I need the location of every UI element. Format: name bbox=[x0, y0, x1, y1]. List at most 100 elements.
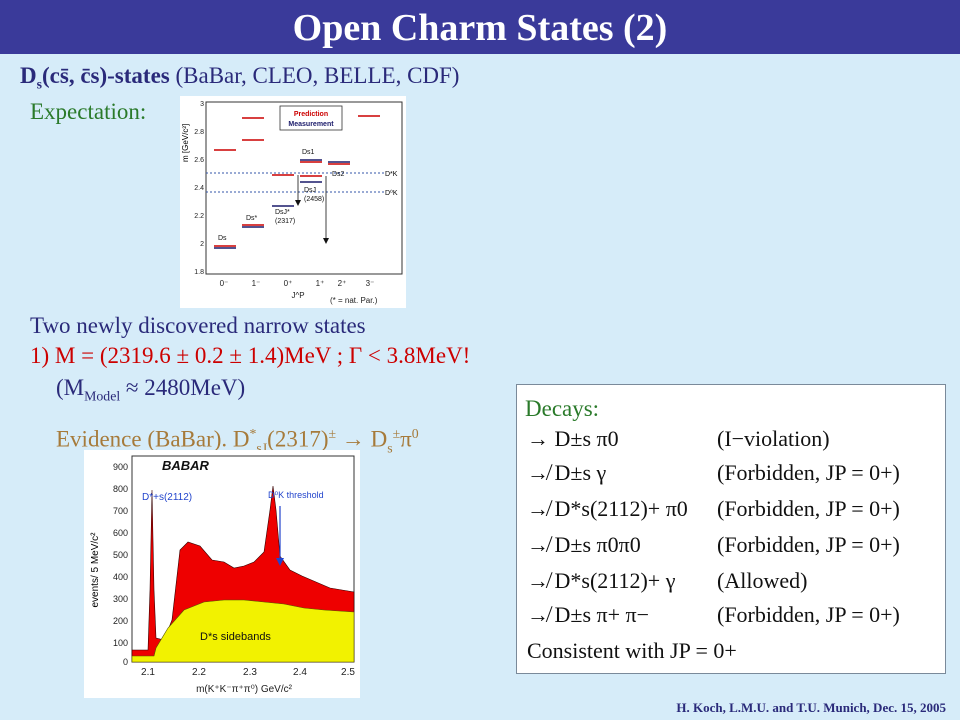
evidence-arrow: → D bbox=[336, 426, 388, 452]
decay-lhs: ↛ D±s π+ π− bbox=[527, 602, 650, 627]
y-tick: 2.2 bbox=[194, 213, 204, 220]
babar-y-tick: 100 bbox=[113, 638, 128, 648]
evidence-pm: ± bbox=[328, 426, 337, 441]
dstar-k-label: D*K bbox=[385, 171, 398, 178]
babar-x-tick: 2.3 bbox=[243, 667, 257, 678]
states-heading: Ds(cs̄, c̄s)-states (BaBar, CLEO, BELLE,… bbox=[20, 62, 459, 99]
label-ds: Ds bbox=[218, 235, 227, 242]
model-mass: (MModel ≈ 2480MeV) bbox=[56, 374, 245, 411]
y-tick: 1.8 bbox=[194, 269, 204, 276]
decays-box: Decays: → D±s π0 (I−violation) ↛ D±s γ (… bbox=[516, 384, 946, 674]
legend-prediction: Prediction bbox=[294, 111, 328, 118]
y-tick: 2.4 bbox=[194, 185, 204, 192]
label-ds1: Ds1 bbox=[302, 149, 315, 156]
babar-y-axis-label: events/ 5 MeV/c² bbox=[90, 532, 101, 608]
dstar-2112-label: D*+s(2112) bbox=[142, 492, 192, 503]
evidence-pi-sup: 0 bbox=[411, 426, 419, 441]
y-tick: 2.8 bbox=[194, 129, 204, 136]
babar-logo: BABAR bbox=[162, 458, 210, 473]
babar-x-tick: 2.5 bbox=[341, 667, 355, 678]
threshold-label: D⁰K threshold bbox=[268, 490, 324, 500]
label-dsj2458: DsJ bbox=[304, 187, 316, 194]
babar-y-tick: 500 bbox=[113, 550, 128, 560]
plot-frame bbox=[205, 101, 403, 275]
decay-lhs: ↛ D±s γ bbox=[527, 460, 607, 485]
label-dsj2317: DsJ* bbox=[275, 209, 290, 216]
evidence-sub2: s bbox=[387, 440, 393, 456]
x-tick: 1⁺ bbox=[316, 279, 325, 288]
babar-y-tick: 200 bbox=[113, 616, 128, 626]
decays-title: Decays: bbox=[525, 396, 600, 421]
label-ds2: Ds2 bbox=[332, 171, 345, 178]
evidence-line: Evidence (BaBar). D*sJ(2317)± → Ds±π0 bbox=[56, 420, 419, 462]
evidence-sup2: ± bbox=[392, 426, 401, 441]
decay-row: → D±s π0 (I−violation) bbox=[527, 425, 830, 453]
decay-lhs: ↛ D±s π0π0 bbox=[527, 532, 641, 557]
babar-y-tick: 600 bbox=[113, 528, 128, 538]
model-mass-pre: (M bbox=[56, 375, 85, 400]
babar-x-axis-label: m(K⁺K⁻π⁺π⁰) GeV/c² bbox=[196, 684, 293, 695]
decay-lhs: → D±s π0 bbox=[527, 426, 619, 451]
decay-row: ↛ D*s(2112)+ γ (Allowed) bbox=[527, 567, 807, 595]
model-mass-sub: Model bbox=[84, 388, 121, 404]
sidebands-label: D*s sidebands bbox=[200, 631, 271, 643]
threshold-arrowhead bbox=[276, 558, 284, 566]
y-tick: 3 bbox=[200, 101, 204, 108]
legend-box bbox=[279, 105, 343, 131]
evidence-sub: sJ bbox=[256, 440, 268, 456]
x-tick: 0⁻ bbox=[220, 279, 229, 288]
babar-y-tick: 800 bbox=[113, 484, 128, 494]
label-dsstar: Ds* bbox=[246, 215, 258, 222]
babar-x-tick: 2.1 bbox=[141, 667, 155, 678]
model-mass-post: ≈ 2480MeV) bbox=[120, 375, 246, 400]
heading-bold-rest: (cs̄, c̄s)-states bbox=[42, 63, 170, 88]
x-tick: 1⁻ bbox=[252, 279, 261, 288]
heading-rest: (BaBar, CLEO, BELLE, CDF) bbox=[169, 63, 460, 88]
babar-x-tick: 2.2 bbox=[192, 667, 206, 678]
title-bar bbox=[0, 0, 960, 54]
decay-rhs: (Allowed) bbox=[717, 568, 808, 593]
x-tick: 3⁻ bbox=[366, 279, 375, 288]
decay-rhs: (Forbidden, JP = 0+) bbox=[717, 532, 900, 557]
decay-row: ↛ D*s(2112)+ π0 (Forbidden, JP = 0+) bbox=[527, 495, 900, 523]
arrowhead-2317 bbox=[295, 200, 301, 206]
babar-y-tick: 900 bbox=[113, 462, 128, 472]
decay-row: ↛ D±s γ (Forbidden, JP = 0+) bbox=[527, 459, 900, 487]
decay-row: ↛ D±s π0π0 (Forbidden, JP = 0+) bbox=[527, 531, 900, 559]
evidence-pi: π bbox=[400, 426, 412, 452]
decay-row: ↛ D±s π+ π− (Forbidden, JP = 0+) bbox=[527, 601, 900, 629]
y-tick: 2.6 bbox=[194, 157, 204, 164]
expectation-plot-svg: m [GeV/c²] 3 2.8 2.6 2.4 2.2 2 1.8 0⁻ 1⁻… bbox=[181, 101, 403, 305]
babar-plot-svg: events/ 5 MeV/c² 900 800 700 600 500 400… bbox=[90, 455, 355, 695]
slide-title: Open Charm States (2) bbox=[292, 7, 668, 49]
x-tick: 2⁺ bbox=[338, 279, 347, 288]
decay-rhs: (Forbidden, JP = 0+) bbox=[717, 460, 900, 485]
decay-rhs: (Forbidden, JP = 0+) bbox=[717, 496, 900, 521]
evidence-pre: Evidence (BaBar). D bbox=[56, 426, 250, 452]
footnote: (* = nat. Par.) bbox=[330, 296, 378, 305]
babar-y-tick: 400 bbox=[113, 572, 128, 582]
y-tick: 2 bbox=[200, 241, 204, 248]
y-axis-label: m [GeV/c²] bbox=[181, 124, 190, 162]
sidebands-histogram bbox=[131, 599, 355, 663]
discovery-line: Two newly discovered narrow states bbox=[30, 313, 366, 338]
decay-rhs: (I−violation) bbox=[717, 426, 830, 451]
d0-k-label: D⁰K bbox=[385, 189, 398, 197]
legend-measurement: Measurement bbox=[288, 121, 334, 128]
label-dsj2458-mass: (2458) bbox=[304, 196, 324, 203]
decay-lhs: ↛ D*s(2112)+ π0 bbox=[527, 496, 688, 521]
label-dsj2317-mass: (2317) bbox=[275, 218, 295, 225]
mass-measurement: 1) M = (2319.6 ± 0.2 ± 1.4)MeV ; Γ < 3.8… bbox=[30, 343, 471, 368]
decay-conclusion: Consistent with JP = 0+ bbox=[527, 638, 737, 663]
babar-y-tick: 0 bbox=[123, 657, 128, 667]
evidence-sup: * bbox=[249, 426, 257, 441]
x-axis-label: J^P bbox=[291, 291, 304, 300]
heading-sub: s bbox=[36, 76, 42, 92]
babar-x-tick: 2.4 bbox=[293, 667, 307, 678]
babar-y-tick: 300 bbox=[113, 594, 128, 604]
decay-lhs: ↛ D*s(2112)+ γ bbox=[527, 568, 676, 593]
babar-y-tick: 700 bbox=[113, 506, 128, 516]
expectation-label: Expectation: bbox=[30, 99, 147, 124]
decay-rhs: (Forbidden, JP = 0+) bbox=[717, 602, 900, 627]
evidence-post: (2317) bbox=[267, 426, 329, 452]
